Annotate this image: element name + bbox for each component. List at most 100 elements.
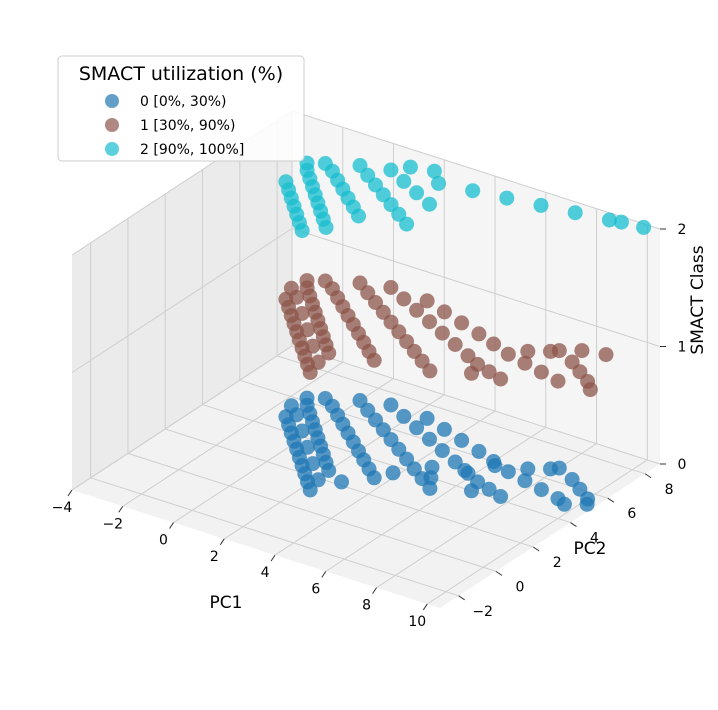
y-tick-mark — [644, 473, 652, 479]
data-point-class-1 — [321, 345, 337, 361]
data-point-class-2 — [499, 190, 515, 206]
data-point-class-1 — [598, 347, 614, 363]
data-point-class-1 — [419, 293, 435, 309]
legend-marker-0 — [105, 94, 119, 108]
y-tick-label: 4 — [590, 531, 599, 547]
x-floor-gridline — [427, 459, 648, 605]
data-point-class-2 — [399, 216, 415, 232]
data-point-class-1 — [383, 280, 399, 295]
y-tick-mark — [458, 595, 465, 601]
x-tick-label: 4 — [261, 565, 270, 581]
data-point-class-2 — [431, 175, 446, 191]
data-point-class-1 — [366, 352, 382, 368]
y-tick-mark — [532, 546, 540, 552]
legend-entry-0: 0 [0%, 30%) — [140, 94, 227, 110]
data-point-class-1 — [500, 346, 516, 362]
data-point-class-0 — [422, 480, 438, 496]
x-tick-mark — [67, 489, 73, 497]
data-point-class-1 — [396, 291, 412, 307]
data-points — [278, 155, 652, 512]
z-tick-label: 0 — [678, 457, 687, 473]
data-point-class-1 — [574, 343, 590, 359]
z-back-gridline — [291, 228, 661, 347]
data-point-class-2 — [422, 196, 437, 212]
y-floor-gridline — [276, 355, 646, 475]
data-point-class-1 — [550, 373, 566, 389]
data-point-class-0 — [422, 431, 437, 447]
data-point-class-2 — [465, 183, 481, 199]
data-point-class-0 — [517, 473, 533, 489]
data-point-class-0 — [409, 420, 425, 436]
data-point-class-1 — [533, 364, 549, 380]
data-point-class-0 — [454, 432, 470, 448]
data-point-class-2 — [533, 197, 549, 213]
data-point-class-0 — [419, 410, 435, 426]
y-tick-label: 6 — [627, 506, 636, 522]
y-floor-gridline — [127, 452, 497, 572]
x-tick-mark — [372, 587, 377, 594]
floor-pane — [72, 346, 660, 608]
x-tick-label: −4 — [52, 500, 73, 516]
data-point-class-2 — [294, 223, 310, 239]
data-point-class-1 — [520, 343, 536, 359]
data-point-class-2 — [396, 173, 412, 189]
z-tick-label: 1 — [678, 340, 687, 356]
y-tick-mark — [607, 497, 615, 503]
grid-lines — [71, 110, 661, 605]
data-point-class-0 — [481, 481, 497, 497]
data-point-class-1 — [464, 365, 479, 381]
z-left-gridline — [71, 228, 293, 373]
x-tick-label: −2 — [102, 516, 123, 532]
y-tick-label: 8 — [665, 482, 674, 498]
data-point-class-2 — [383, 162, 399, 178]
data-point-class-1 — [422, 314, 437, 330]
data-point-class-2 — [567, 205, 583, 221]
data-point-class-2 — [601, 212, 617, 228]
data-point-class-0 — [460, 465, 476, 481]
data-point-class-0 — [383, 397, 399, 413]
legend-marker-2 — [105, 142, 119, 156]
data-point-class-0 — [533, 482, 549, 498]
x-tick-mark — [219, 538, 225, 546]
data-point-class-2 — [318, 219, 334, 235]
x-tick-label: 2 — [210, 549, 219, 565]
data-point-class-0 — [396, 408, 412, 424]
y-tick-mark — [495, 570, 503, 576]
legend-title: SMACT utilization (%) — [79, 63, 283, 85]
legend: SMACT utilization (%) 0 [0%, 30%) 1 [30%… — [57, 55, 305, 162]
data-point-class-0 — [493, 489, 509, 504]
y-tick-label: −2 — [472, 604, 493, 620]
legend-box — [57, 55, 305, 162]
data-point-class-0 — [487, 458, 503, 474]
data-point-class-1 — [447, 337, 463, 352]
x-tick-mark — [118, 505, 124, 513]
data-point-class-1 — [460, 348, 476, 364]
y-axis-ticks: −2 0 2 4 6 8 — [458, 473, 674, 620]
x-floor-gridline — [325, 426, 547, 572]
data-point-class-0 — [500, 464, 516, 480]
data-point-class-0 — [579, 496, 595, 512]
x-floor-gridline — [122, 361, 344, 507]
data-point-class-0 — [556, 496, 572, 512]
x-tick-mark — [169, 522, 174, 529]
z-back-gridline — [291, 110, 661, 230]
x-tick-label: 6 — [311, 581, 320, 597]
data-point-class-1 — [436, 304, 452, 320]
data-point-class-0 — [447, 454, 463, 470]
data-point-class-2 — [636, 219, 652, 235]
data-point-class-2 — [351, 208, 366, 224]
y-floor-gridline — [165, 428, 534, 548]
y-tick-mark — [570, 522, 577, 527]
data-point-class-0 — [385, 465, 401, 481]
y-tick-label: 0 — [515, 579, 524, 595]
data-point-class-2 — [613, 214, 629, 230]
x-tick-label: 8 — [362, 598, 371, 614]
y-floor-gridline — [90, 477, 459, 597]
data-point-class-0 — [334, 474, 349, 490]
data-point-class-1 — [582, 382, 598, 398]
data-point-class-0 — [436, 421, 452, 437]
z-tick-label: 2 — [678, 222, 687, 238]
legend-entry-1: 1 [30%, 90%) — [140, 118, 235, 134]
